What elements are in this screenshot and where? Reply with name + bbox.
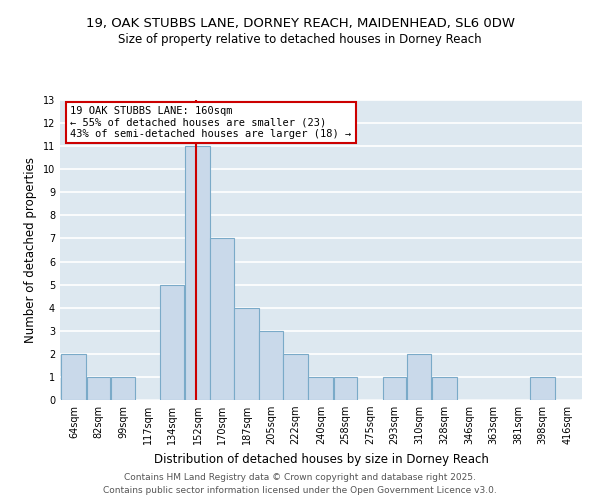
Bar bbox=[110, 377, 136, 400]
Text: 19 OAK STUBBS LANE: 160sqm
← 55% of detached houses are smaller (23)
43% of semi: 19 OAK STUBBS LANE: 160sqm ← 55% of deta… bbox=[70, 106, 352, 139]
Bar bbox=[334, 377, 357, 400]
Bar bbox=[530, 377, 555, 400]
Bar bbox=[160, 284, 184, 400]
Bar bbox=[61, 354, 86, 400]
Y-axis label: Number of detached properties: Number of detached properties bbox=[24, 157, 37, 343]
Bar bbox=[383, 377, 406, 400]
X-axis label: Distribution of detached houses by size in Dorney Reach: Distribution of detached houses by size … bbox=[154, 452, 488, 466]
Text: Contains HM Land Registry data © Crown copyright and database right 2025.
Contai: Contains HM Land Registry data © Crown c… bbox=[103, 474, 497, 495]
Text: 19, OAK STUBBS LANE, DORNEY REACH, MAIDENHEAD, SL6 0DW: 19, OAK STUBBS LANE, DORNEY REACH, MAIDE… bbox=[86, 18, 515, 30]
Bar bbox=[185, 146, 210, 400]
Bar bbox=[308, 377, 333, 400]
Bar bbox=[210, 238, 233, 400]
Bar bbox=[234, 308, 259, 400]
Text: Size of property relative to detached houses in Dorney Reach: Size of property relative to detached ho… bbox=[118, 32, 482, 46]
Bar bbox=[283, 354, 308, 400]
Bar bbox=[259, 331, 283, 400]
Bar bbox=[432, 377, 457, 400]
Bar bbox=[407, 354, 431, 400]
Bar bbox=[86, 377, 110, 400]
